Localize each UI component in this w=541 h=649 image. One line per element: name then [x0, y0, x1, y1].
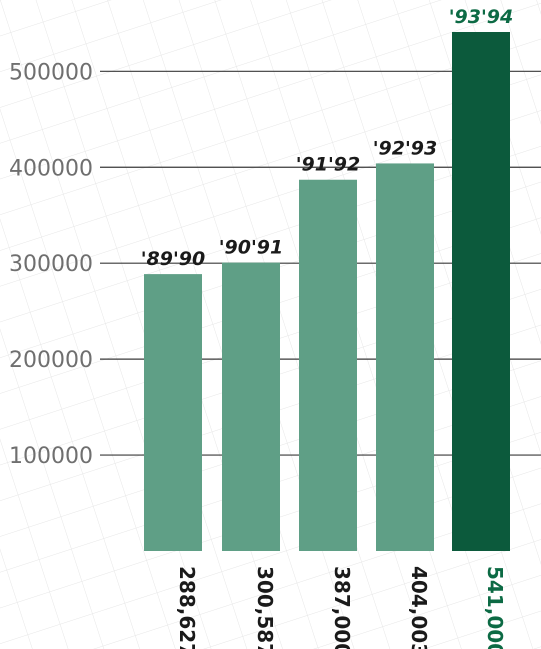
category-label-0: '89'90 — [141, 248, 206, 270]
value-label-2: 387,000 — [330, 566, 354, 649]
bars — [144, 32, 510, 551]
y-tick-label-100000: 100000 — [9, 444, 93, 469]
value-label-1: 300,587 — [253, 566, 277, 649]
bar-4 — [452, 32, 510, 551]
value-label-0: 288,627 — [175, 566, 199, 649]
y-tick-label-300000: 300000 — [9, 252, 93, 277]
y-tick-label-500000: 500000 — [9, 60, 93, 85]
bar-3 — [376, 163, 434, 551]
value-labels: 288,627 300,587 387,000 404,003 541,000 — [175, 566, 507, 649]
bar-1 — [222, 262, 280, 551]
value-label-3: 404,003 — [407, 566, 431, 649]
category-label-2: '91'92 — [296, 154, 361, 176]
y-tick-label-400000: 400000 — [9, 156, 93, 181]
category-labels: '89'90 '90'91 '91'92 '92'93 '93'94 — [141, 6, 514, 270]
bar-0 — [144, 274, 202, 551]
value-label-4: 541,000 — [483, 566, 507, 649]
category-label-4: '93'94 — [449, 6, 514, 28]
y-tick-label-200000: 200000 — [9, 348, 93, 373]
bar-2 — [299, 179, 357, 551]
category-label-3: '92'93 — [373, 137, 438, 159]
category-label-1: '90'91 — [219, 237, 284, 259]
y-axis-ticks: 100000 200000 300000 400000 500000 — [9, 60, 93, 469]
